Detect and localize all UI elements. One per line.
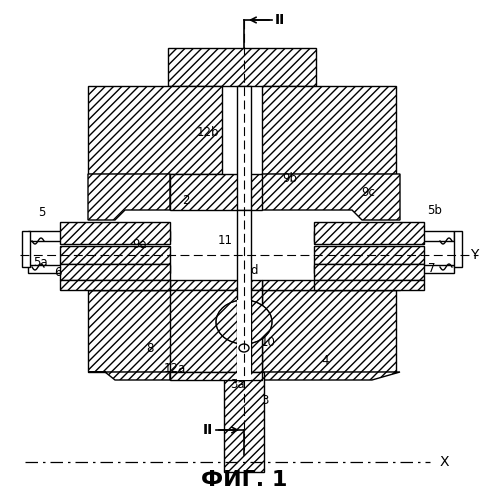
Text: II: II	[203, 423, 213, 437]
Ellipse shape	[216, 300, 272, 344]
Bar	[170, 280, 262, 290]
Polygon shape	[88, 174, 170, 220]
Bar	[314, 265, 454, 273]
Text: d: d	[250, 264, 258, 276]
Polygon shape	[88, 280, 170, 290]
Text: 12b: 12b	[197, 126, 219, 140]
Text: ФИГ. 1: ФИГ. 1	[201, 470, 287, 490]
Bar	[60, 222, 170, 244]
Bar	[262, 290, 396, 372]
Text: Y: Y	[470, 248, 478, 262]
Text: 12a: 12a	[164, 362, 186, 374]
Bar	[454, 231, 462, 267]
Text: 10: 10	[261, 336, 275, 348]
Bar	[170, 290, 262, 372]
Polygon shape	[88, 372, 170, 380]
Text: 3: 3	[261, 394, 269, 406]
Text: 6: 6	[54, 266, 62, 278]
Bar	[60, 246, 170, 264]
Ellipse shape	[239, 344, 249, 352]
Bar	[224, 372, 264, 472]
Text: 5b: 5b	[427, 204, 443, 216]
Bar	[22, 231, 30, 267]
Bar	[168, 48, 316, 86]
Bar	[60, 280, 170, 290]
Text: 5a: 5a	[33, 256, 47, 268]
Text: 9c: 9c	[361, 186, 375, 198]
Bar	[237, 300, 251, 380]
Text: 9b: 9b	[283, 172, 298, 184]
Bar	[28, 265, 170, 273]
Polygon shape	[262, 280, 400, 290]
Bar	[170, 174, 262, 210]
Bar	[170, 372, 262, 380]
Polygon shape	[262, 372, 400, 380]
Text: 4: 4	[321, 354, 329, 366]
Text: 5: 5	[39, 206, 46, 218]
Bar	[262, 86, 396, 174]
Bar	[314, 222, 424, 244]
Text: 7: 7	[428, 262, 436, 274]
Text: 11: 11	[218, 234, 232, 246]
Bar	[60, 264, 170, 280]
Text: 3a: 3a	[230, 378, 244, 390]
Text: 9a: 9a	[133, 238, 147, 252]
Text: 2: 2	[182, 194, 190, 206]
Bar	[237, 86, 251, 210]
Text: X: X	[440, 455, 449, 469]
Bar	[28, 231, 170, 241]
Polygon shape	[262, 174, 400, 220]
Bar	[314, 264, 424, 280]
Bar	[314, 246, 424, 264]
Bar	[314, 231, 454, 241]
Bar	[88, 86, 222, 174]
Text: II: II	[275, 13, 285, 27]
Bar	[88, 290, 222, 372]
Text: 8: 8	[146, 342, 154, 354]
Bar	[237, 210, 251, 372]
Bar	[314, 280, 424, 290]
